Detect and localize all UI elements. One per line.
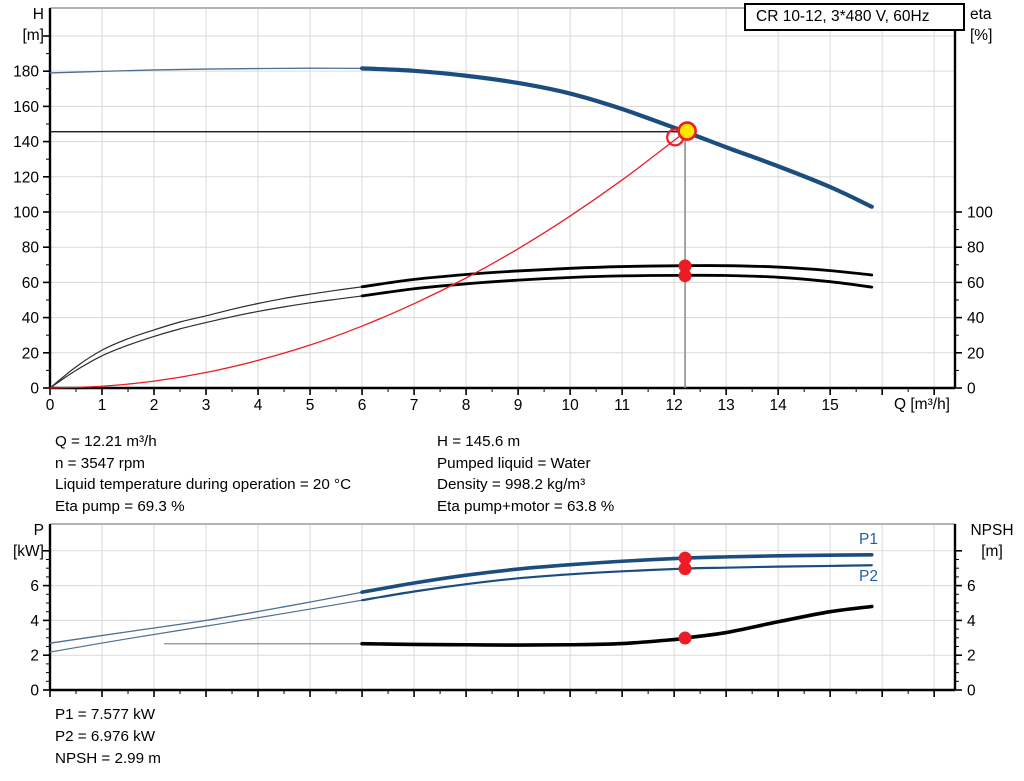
x-tick-label: 13 xyxy=(718,397,735,414)
y-tick-label: 6 xyxy=(30,578,39,595)
info-q: Q = 12.21 m³/h xyxy=(55,433,157,450)
npsh-axis-title: NPSH [m] xyxy=(970,522,1014,560)
qh-main-curve xyxy=(359,66,874,209)
x-tick-label: 1 xyxy=(98,397,107,414)
system-curve-curve xyxy=(49,131,686,389)
h-axis-title: H [m] xyxy=(22,6,44,44)
y-tick-label: 60 xyxy=(967,275,985,292)
x-tick-label: 2 xyxy=(150,397,159,414)
x-tick-label: 4 xyxy=(254,397,263,414)
y-tick-label: 140 xyxy=(13,134,39,151)
x-tick-label: 8 xyxy=(462,397,471,414)
y-tick-label: 40 xyxy=(22,310,40,327)
x-tick-label: 9 xyxy=(514,397,523,414)
y-tick-label: 20 xyxy=(967,345,985,362)
eta-pump-motor-thin-curve xyxy=(49,295,363,389)
operating-value-dot xyxy=(678,259,692,273)
info-head: H = 145.6 m xyxy=(437,433,521,450)
y-tick-label: 4 xyxy=(30,613,39,630)
x-tick-label: 6 xyxy=(358,397,367,414)
eta-pump-motor-main-curve xyxy=(360,273,874,298)
y-tick-label: 160 xyxy=(13,99,39,116)
x-tick-label: 15 xyxy=(822,397,839,414)
y-tick-label: 100 xyxy=(967,204,993,221)
y-tick-label: 100 xyxy=(13,204,39,221)
y-tick-label: 2 xyxy=(30,648,39,665)
info-eta-pump-motor: Eta pump+motor = 63.8 % xyxy=(437,498,615,516)
y-tick-label: 60 xyxy=(22,275,40,292)
info-npsh: NPSH = 2.99 m xyxy=(55,750,161,767)
info-p2: P2 = 6.976 kW xyxy=(55,728,156,745)
info-p1: P1 = 7.577 kW xyxy=(55,706,156,723)
operating-value-dot xyxy=(678,269,692,283)
operating-value-dot xyxy=(678,631,692,645)
y-tick-label: 0 xyxy=(30,683,39,700)
y-tick-label: 80 xyxy=(22,240,40,257)
p-axis-title: P [kW] xyxy=(13,522,44,560)
y-tick-label: 80 xyxy=(967,240,985,257)
operating-point-info-right: H = 145.6 m Pumped liquid = Water Densit… xyxy=(437,431,614,518)
p2-main-curve xyxy=(360,564,873,602)
x-tick-label: 11 xyxy=(614,397,630,414)
y-tick-label: 0 xyxy=(967,381,976,398)
info-eta-pump: Eta pump = 69.3 % xyxy=(55,498,185,516)
y-tick-label: 120 xyxy=(13,169,39,186)
y-tick-label: 180 xyxy=(13,64,39,81)
p1-thin-curve xyxy=(49,591,363,644)
eta-pump-thin-curve xyxy=(49,286,363,389)
info-density: Density = 998.2 kg/m³ xyxy=(437,476,586,494)
y-tick-label: 2 xyxy=(967,648,976,665)
info-pumped-liquid: Pumped liquid = Water xyxy=(437,454,591,472)
operating-point-info-left: Q = 12.21 m³/h n = 3547 rpm Liquid tempe… xyxy=(55,431,351,518)
x-tick-label: 5 xyxy=(306,397,315,414)
info-liquid-temperature: Liquid temperature during operation = 20… xyxy=(55,476,352,494)
x-tick-label: 10 xyxy=(561,397,579,414)
eta-axis-title: eta [%] xyxy=(970,6,993,44)
operating-value-dot xyxy=(678,562,692,576)
p1-series-label: P1 xyxy=(859,531,878,548)
x-tick-label: 7 xyxy=(410,397,419,414)
p2-thin-curve xyxy=(49,599,363,653)
eta-pump-main-curve xyxy=(360,264,874,289)
info-speed: n = 3547 rpm xyxy=(55,454,145,472)
p2-series-label: P2 xyxy=(859,568,878,585)
x-tick-label: 12 xyxy=(666,397,683,414)
duty-point-marker xyxy=(677,121,697,141)
y-tick-label: 0 xyxy=(30,381,39,398)
q-axis-title: Q [m³/h] xyxy=(894,396,950,413)
y-tick-label: 0 xyxy=(967,683,976,700)
y-tick-label: 40 xyxy=(967,310,985,327)
x-tick-label: 3 xyxy=(202,397,211,414)
y-tick-label: 6 xyxy=(967,578,976,595)
pump-model-badge: CR 10-12, 3*480 V, 60Hz xyxy=(744,3,965,31)
x-tick-label: 0 xyxy=(46,397,55,414)
npsh-main-curve xyxy=(360,604,874,647)
y-tick-label: 20 xyxy=(22,345,40,362)
y-tick-label: 4 xyxy=(967,613,976,630)
qh-thin-curve xyxy=(49,67,363,74)
power-npsh-info: P1 = 7.577 kW P2 = 6.976 kW NPSH = 2.99 … xyxy=(55,704,161,770)
p1-main-curve xyxy=(360,552,874,595)
x-tick-label: 14 xyxy=(770,397,788,414)
operating-value-dot xyxy=(678,551,692,565)
